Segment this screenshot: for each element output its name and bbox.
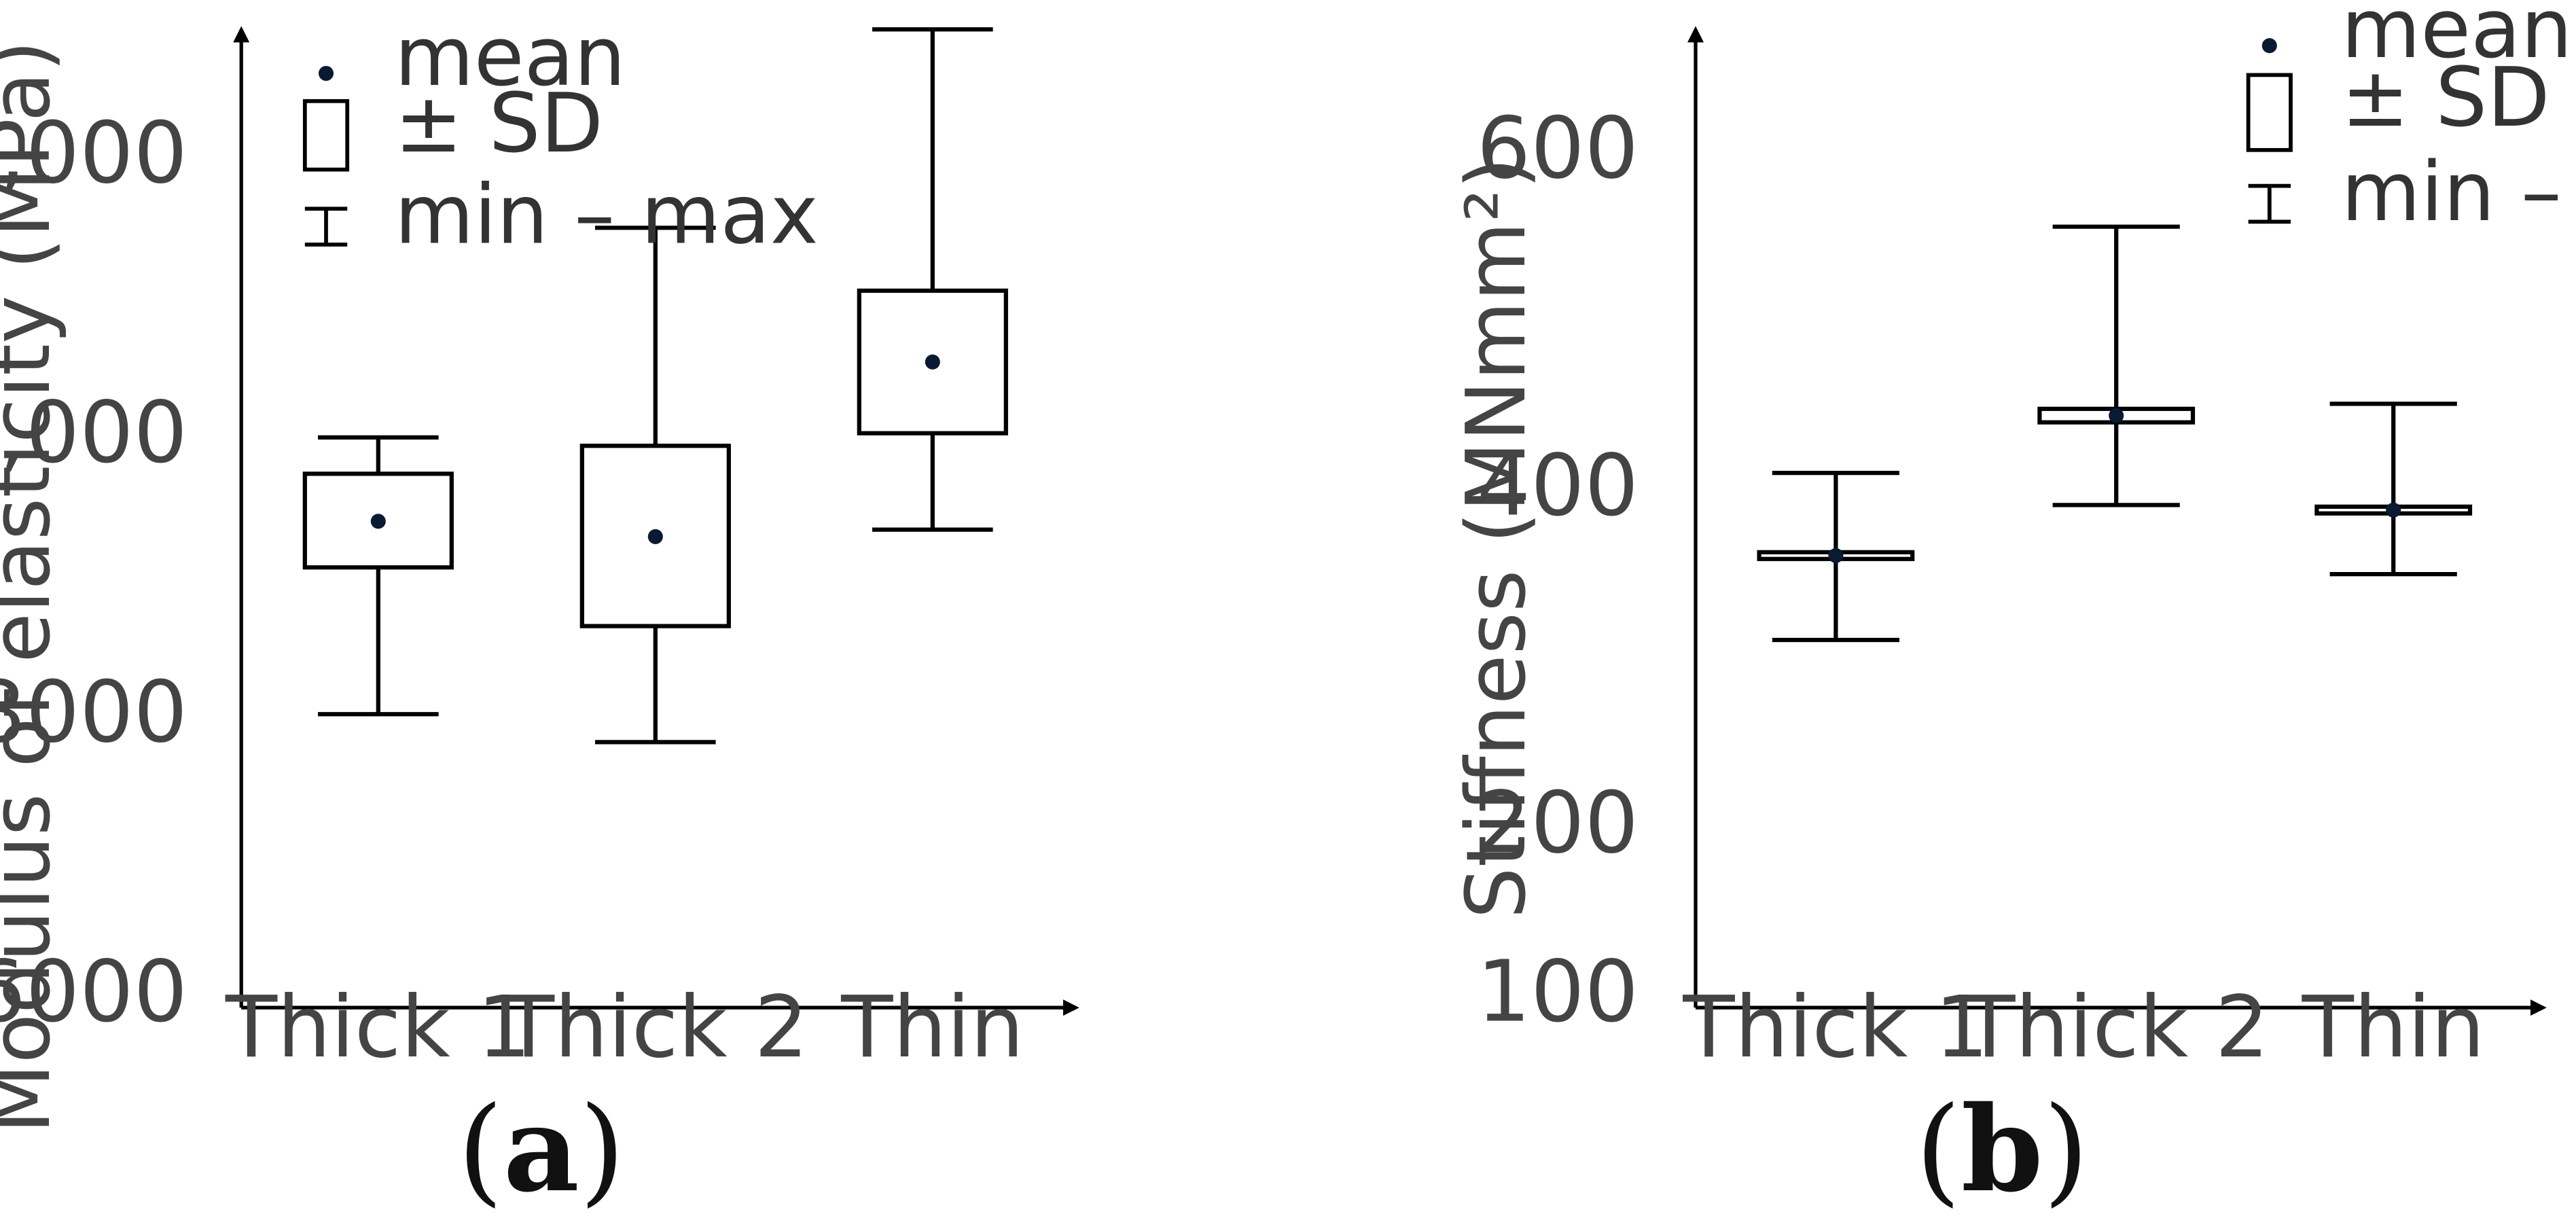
legend-sd-box bbox=[2246, 73, 2293, 152]
box-thick-2 bbox=[579, 226, 731, 745]
mean-marker bbox=[925, 354, 940, 370]
box-thick-1 bbox=[1757, 471, 1915, 643]
legend-label: mean bbox=[395, 10, 626, 105]
mean-marker bbox=[2386, 502, 2401, 518]
x-category-label: Thick 2 bbox=[502, 978, 808, 1077]
box-thick-2 bbox=[2037, 224, 2196, 507]
x-category-label: Thick 1 bbox=[225, 978, 531, 1077]
legend-label: ± SD bbox=[395, 77, 603, 171]
box-thin bbox=[857, 27, 1008, 532]
y-tick-label: 8000 bbox=[0, 663, 187, 762]
y-tick-label: 10,000 bbox=[0, 384, 187, 482]
y-tick-label: 100 bbox=[1477, 942, 1639, 1041]
box-thin bbox=[2314, 402, 2473, 577]
y-tick-label: 200 bbox=[1477, 774, 1639, 872]
mean-marker bbox=[1828, 548, 1844, 563]
x-category-label: Thin bbox=[840, 978, 1024, 1077]
panel-caption: (a) bbox=[457, 1080, 625, 1218]
panel-caption: (b) bbox=[1915, 1080, 2089, 1218]
y-axis-title: Stiffness (MNmm²) bbox=[1450, 157, 1544, 918]
sd-box bbox=[579, 444, 731, 628]
captions: (a) (b) bbox=[457, 1080, 2089, 1218]
y-tick-label: 600 bbox=[1477, 99, 1639, 198]
mean-marker bbox=[647, 529, 663, 544]
legend-label: ± SD bbox=[2341, 51, 2550, 145]
y-axis-title: Modulus of elasticity (MPa) bbox=[0, 40, 69, 1134]
legend-sd-box bbox=[302, 99, 350, 172]
legend-mean-marker bbox=[2261, 38, 2277, 54]
box-thick-1 bbox=[302, 435, 454, 717]
mean-marker bbox=[2109, 408, 2124, 423]
legend-label: min – max bbox=[2341, 145, 2576, 240]
x-category-label: Thin bbox=[2302, 978, 2485, 1077]
legend-label: mean bbox=[2341, 0, 2572, 77]
y-tick-label: 6000 bbox=[0, 942, 187, 1041]
y-tick-label: 400 bbox=[1477, 437, 1639, 535]
legend-label: min – max bbox=[395, 168, 819, 263]
y-tick-label: 12,000 bbox=[0, 104, 187, 202]
x-category-label: Thick 2 bbox=[1963, 978, 2269, 1077]
mean-marker bbox=[370, 514, 386, 529]
x-category-label: Thick 1 bbox=[1682, 978, 1988, 1077]
legend-mean-marker bbox=[318, 65, 334, 82]
